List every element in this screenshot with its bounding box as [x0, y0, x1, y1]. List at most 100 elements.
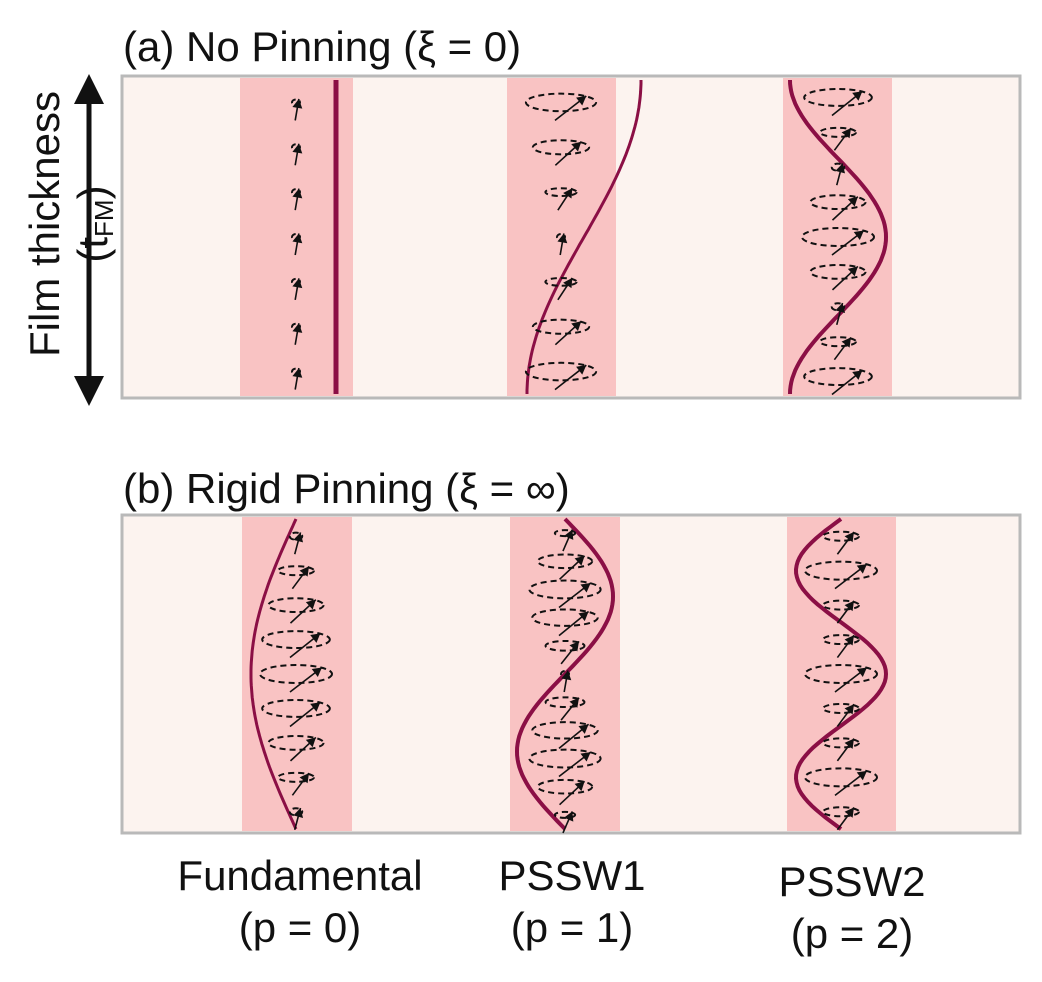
mode-profile-curve: [793, 517, 889, 831]
precession-ellipse: [277, 565, 315, 577]
spin-arrowhead-icon: [569, 697, 580, 708]
precession-ellipse: [288, 807, 304, 817]
spin-arrowhead-icon: [305, 737, 316, 748]
mode-band: [783, 78, 892, 396]
precession-ellipse: [822, 702, 860, 714]
precession-ellipse: [544, 639, 586, 652]
spin-arrowhead-icon: [310, 633, 321, 643]
mode-pssw1-panel-b: [510, 517, 620, 834]
precession-ellipse: [288, 531, 304, 541]
spin-arrowhead-icon: [571, 141, 582, 152]
spin-arrowhead-icon: [311, 667, 322, 677]
precession-ellipse: [528, 579, 602, 600]
precession-ellipse: [544, 276, 578, 287]
spin-arrowhead-icon: [292, 143, 303, 154]
mode-profile-curve: [525, 80, 643, 394]
spin-arrowhead-icon: [844, 807, 854, 818]
spin-arrowhead-icon: [305, 599, 316, 610]
spin-arrowhead-icon: [578, 724, 589, 734]
spin-arrowhead-icon: [844, 635, 854, 646]
precession-ellipse: [803, 367, 873, 387]
mode-fundamental-label: Fundamental (p = 0): [150, 850, 450, 954]
precession-ellipse: [804, 664, 878, 684]
precession-ellipse: [267, 734, 325, 751]
spin-arrowhead-icon: [844, 738, 854, 749]
precession-ellipse: [822, 737, 860, 749]
spin-arrowhead-icon: [856, 564, 867, 574]
spin-arrowhead-icon: [844, 531, 854, 543]
spin-arrowhead-icon: [299, 773, 309, 784]
mode-profile-curve: [788, 79, 889, 395]
precession-ellipse: [804, 767, 878, 788]
panel-b-title: (b) Rigid Pinning (ξ = ∞): [123, 465, 570, 512]
panel-a-title: (a) No Pinning (ξ = 0): [123, 23, 522, 70]
panel-rigid-pinning: [120, 513, 1022, 835]
mode-profile-curve: [514, 517, 616, 831]
spin-arrowhead-icon: [561, 670, 572, 681]
spin-arrowhead-icon: [293, 532, 304, 543]
spin-arrowhead-icon: [580, 752, 591, 762]
precession-ellipse: [830, 302, 846, 312]
spin-arrowhead-icon: [292, 188, 303, 199]
spin-arrowhead-icon: [835, 163, 846, 174]
spin-arrowhead-icon: [574, 781, 585, 792]
precession-ellipse: [259, 664, 333, 684]
film-thickness-double-arrow: [74, 74, 104, 406]
precession-ellipse: [531, 721, 599, 740]
precession-ellipse: [261, 630, 331, 650]
mode-pssw1-panel-a: [507, 78, 643, 396]
spin-arrowhead-icon: [847, 196, 858, 207]
precession-ellipse: [822, 634, 860, 646]
spin-arrowhead-icon: [571, 321, 582, 331]
precession-ellipse: [536, 553, 594, 570]
mode-pssw1-label: PSSW1 (p = 1): [422, 850, 722, 954]
spin-arrowhead-icon: [564, 811, 574, 822]
spin-arrowhead-icon: [563, 277, 573, 289]
spin-arrowhead-icon: [578, 611, 589, 622]
precession-ellipse: [819, 126, 857, 138]
spin-arrowhead-icon: [856, 667, 867, 677]
spin-arrowhead-icon: [557, 233, 568, 244]
spin-arrowhead-icon: [564, 529, 574, 540]
mode-fundamental-panel-b: [242, 517, 352, 831]
spin-arrowhead-icon: [853, 230, 864, 240]
mode-fundamental-panel-a: [240, 78, 353, 396]
spin-arrowhead-icon: [841, 337, 851, 348]
precession-ellipse: [531, 139, 591, 156]
mode-band: [787, 517, 896, 831]
spin-arrowhead-icon: [852, 370, 863, 380]
spin-arrowhead-icon: [563, 188, 573, 199]
precession-ellipse: [801, 227, 875, 247]
precession-ellipse: [809, 194, 867, 211]
spin-arrowhead-icon: [299, 566, 309, 577]
spin-arrowhead-icon: [576, 365, 587, 375]
precession-ellipse: [804, 560, 878, 581]
precession-ellipse: [531, 608, 599, 627]
spin-arrowhead-icon: [847, 266, 858, 277]
precession-ellipse: [531, 318, 591, 335]
mode-p-label: (p = 2): [790, 910, 914, 957]
spin-arrowhead-icon: [310, 702, 321, 712]
mode-band: [242, 517, 352, 831]
mode-name: PSSW2: [778, 858, 926, 905]
precession-ellipse: [536, 778, 594, 795]
precession-ellipse: [277, 771, 315, 783]
spin-arrowhead-icon: [835, 302, 846, 313]
spin-arrowhead-icon: [844, 704, 854, 715]
precession-ellipse: [809, 263, 867, 280]
mode-profile-curve: [249, 518, 298, 830]
spin-arrowhead-icon: [576, 96, 587, 106]
mode-name: Fundamental: [177, 852, 423, 899]
precession-ellipse: [830, 162, 846, 172]
arrowhead-down-icon: [74, 376, 104, 406]
spin-arrowhead-icon: [569, 641, 580, 652]
arrowhead-up-icon: [74, 74, 104, 104]
precession-ellipse: [261, 698, 331, 718]
mode-name: PSSW1: [498, 852, 646, 899]
spin-arrowhead-icon: [574, 555, 585, 566]
spin-arrowhead-icon: [852, 91, 863, 101]
precession-ellipse: [544, 187, 578, 198]
precession-ellipse: [819, 336, 857, 348]
precession-ellipse: [822, 806, 860, 818]
precession-ellipse: [822, 599, 860, 611]
